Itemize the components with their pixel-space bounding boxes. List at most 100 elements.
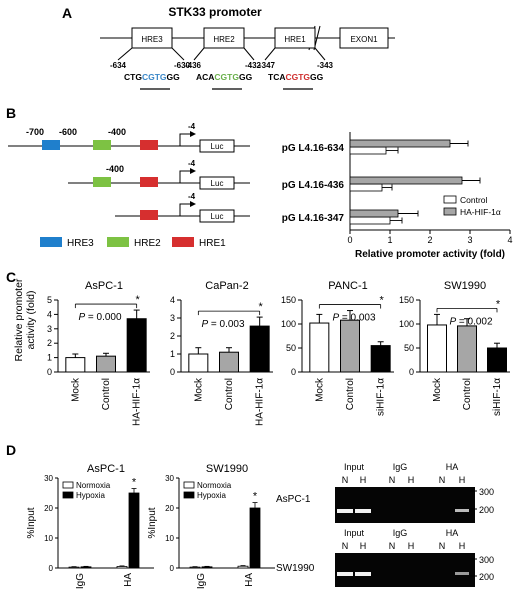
hre2-box (203, 27, 245, 49)
gel-image (335, 553, 475, 587)
hre1-end: -343 (317, 61, 334, 70)
hre1-marker (140, 210, 158, 220)
bar-hypoxia-ha (249, 507, 261, 569)
panel-a-title: STK33 promoter (168, 5, 262, 19)
gel-group-label: IgG (393, 462, 408, 472)
gel-band (455, 572, 469, 575)
lane-label: H (408, 541, 415, 551)
legend-label-normoxia: Normoxia (76, 481, 111, 490)
gel-cell-label: SW1990 (276, 563, 315, 574)
lane-label: H (459, 475, 466, 485)
gel-aspc1: Input IgG HA N H N H N H AsPC-1 300 200 (276, 462, 494, 523)
y-tick-label: 20 (165, 504, 174, 513)
tss-position: -4 (188, 159, 196, 168)
lane-label: H (360, 541, 367, 551)
y-tick-label: 10 (44, 534, 53, 543)
bar-normoxia-ha (237, 565, 249, 569)
x-axis-label: Relative promoter activity (fold) (355, 249, 505, 260)
p-value: P = 0.002 (449, 316, 493, 327)
hre2-sequence: ACACGTGGG (196, 72, 253, 82)
bar-control-pg-l4-16-436 (349, 183, 383, 192)
category-label-mock: Mock (70, 377, 81, 402)
zoom-line (314, 47, 326, 61)
bar-sihif-1 (487, 347, 507, 373)
y-tick-label: 0 (291, 367, 296, 377)
category-label-sihif-1: siHIF-1α (492, 378, 503, 416)
y-tick-label: 2 (170, 331, 175, 341)
legend-label-hre1: HRE1 (199, 238, 226, 249)
tss-arrow (179, 203, 190, 216)
y-axis-label: %Input (26, 507, 37, 538)
exon1-box-label: EXON1 (350, 35, 378, 44)
bar-normoxia-igg (189, 566, 201, 569)
bar-ha-hif-1 (126, 318, 147, 373)
panel-b: B -700 -600 -400 -4 Luc -400 -4 Luc -4 L… (6, 105, 513, 260)
category-label-control: Control (224, 378, 235, 410)
category-label-ha-hif-1: HA-HIF-1α (132, 378, 143, 426)
y-tick-label: 0 (49, 564, 54, 573)
tss-arrow (179, 170, 190, 183)
legend-label-hypoxia: Hypoxia (197, 491, 226, 500)
bar-hypoxia-igg (80, 566, 92, 569)
bar-ha-hif-1-pg-l4-16-436 (349, 176, 463, 185)
marker-label: 200 (479, 505, 494, 515)
zoom-line (117, 47, 133, 61)
y-tick-label: 50 (404, 343, 414, 353)
x-tick-label: 4 (507, 235, 512, 245)
marker-label: 300 (479, 555, 494, 565)
category-label-mock: Mock (193, 377, 204, 402)
gel-sw1990: Input IgG HA N H N H N H SW1990 300 200 (276, 528, 494, 587)
lane-label: N (389, 541, 396, 551)
hre2-end: -432 (245, 61, 262, 70)
y-tick-label: 4 (47, 309, 52, 319)
panel-d: D AsPC-10102030%InputIgG*HANormoxiaHypox… (6, 442, 494, 589)
panel-c-letter: C (6, 269, 16, 285)
y-tick-label: 150 (399, 295, 414, 305)
hre3-box (131, 27, 173, 49)
bar-control-pg-l4-16-634 (349, 146, 387, 155)
category-label-control: Control (462, 378, 473, 410)
bar-normoxia-ha (116, 566, 128, 569)
lane-label: H (360, 475, 367, 485)
lane-label: N (342, 475, 349, 485)
marker-label: 200 (479, 572, 494, 582)
gel-group-label: HA (446, 462, 459, 472)
y-tick-label: 3 (47, 324, 52, 334)
chart-title: PANC-1 (328, 280, 368, 292)
bar-mock (427, 324, 447, 373)
legend-swatch-hre1 (172, 237, 194, 247)
lane-label: N (439, 475, 446, 485)
legend-swatch-normoxia (183, 481, 195, 489)
chart-title: CaPan-2 (205, 280, 248, 292)
legend-swatch-ha-hif-1 (443, 207, 457, 216)
panc1-chart: PANC-1 0 50 100 150 Mock Control siHIF-1α * P = 0… (281, 280, 394, 416)
lane-label: H (408, 475, 415, 485)
x-tick-label: 0 (347, 235, 352, 245)
legend-swatch-control (443, 195, 457, 204)
legend-label-control: Control (460, 195, 488, 205)
category-label-mock: Mock (314, 377, 325, 402)
y-tick-label: 5 (47, 295, 52, 305)
bar-normoxia-igg (68, 566, 80, 569)
hre1-box-label: HRE1 (284, 35, 306, 44)
hre3-marker (42, 140, 60, 150)
p-value: P = 0.000 (78, 312, 122, 323)
y-tick-label: 0 (409, 367, 414, 377)
significance-star: * (259, 301, 264, 313)
y-tick-label: 20 (44, 504, 53, 513)
gel-band (337, 572, 353, 576)
capan2-chart: CaPan-2 0 1 2 3 4 Mock Control HA-HIF-1α * P = 0.0… (170, 280, 273, 426)
hre1-marker (140, 177, 158, 187)
tss-position: -4 (188, 122, 196, 131)
bar-mock (309, 322, 330, 373)
gel-cell-label: AsPC-1 (276, 494, 311, 505)
gel-band (337, 509, 353, 513)
y-tick-label: 30 (165, 474, 174, 483)
hre3-sequence: CTGCGTGGG (124, 72, 180, 82)
legend-swatch-normoxia (62, 481, 74, 489)
bar-sihif-1 (370, 345, 391, 373)
arrow-head (190, 201, 196, 207)
hre3-box-label: HRE3 (141, 35, 163, 44)
chart-title: SW1990 (206, 463, 248, 475)
